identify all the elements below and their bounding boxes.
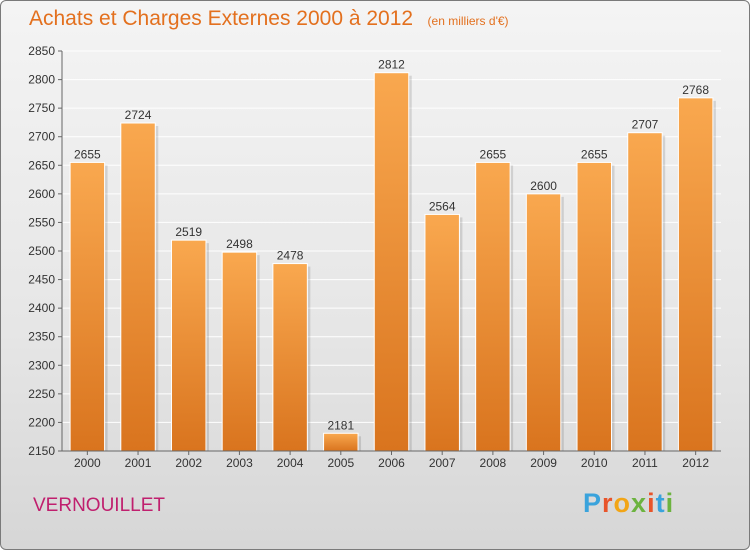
chart-unit-note: (en milliers d'€) (427, 14, 509, 28)
chart-title: Achats et Charges Externes 2000 à 2012 (… (29, 7, 509, 31)
y-tick-label: 2300 (28, 358, 55, 372)
x-tick-label: 2012 (682, 456, 709, 470)
bar-value-label: 2724 (125, 108, 152, 122)
x-tick-label: 2009 (530, 456, 557, 470)
bar-2000 (69, 161, 106, 452)
bar-2004 (272, 263, 308, 452)
y-tick-label: 2800 (28, 73, 55, 87)
y-tick-label: 2150 (28, 444, 55, 458)
bar-value-label: 2519 (175, 225, 202, 239)
bar-value-label: 2812 (378, 58, 405, 72)
y-tick-label: 2500 (28, 244, 55, 258)
y-tick-label: 2750 (28, 101, 55, 115)
logo-letter: r (602, 488, 614, 518)
bar-2001 (120, 122, 156, 452)
x-tick-label: 2003 (226, 456, 253, 470)
bar-2010 (576, 161, 613, 452)
bar-value-label: 2768 (682, 83, 709, 97)
bar-2003 (221, 251, 258, 452)
bar-2009 (525, 193, 562, 452)
bar-value-label: 2600 (530, 179, 557, 193)
y-tick-label: 2700 (28, 130, 55, 144)
bar-2005 (323, 432, 359, 452)
logo-letter: t (655, 488, 666, 518)
bar-2002 (170, 239, 207, 452)
x-tick-label: 2008 (480, 456, 507, 470)
y-tick-label: 2450 (28, 273, 55, 287)
bar-value-label: 2564 (429, 199, 456, 213)
logo-letter: o (613, 488, 632, 518)
y-tick-label: 2850 (28, 44, 55, 58)
y-tick-label: 2650 (28, 158, 55, 172)
bar-value-label: 2181 (327, 418, 354, 432)
x-tick-label: 2006 (378, 456, 405, 470)
logo-letter: x (631, 488, 648, 518)
bar-value-label: 2707 (632, 118, 659, 132)
x-tick-label: 2001 (125, 456, 152, 470)
x-tick-label: 2011 (632, 456, 658, 470)
bars-layer: 2655 2724 2519 2498 2478 2181 2812 2564 2655 2600… (69, 58, 716, 452)
bar-value-label: 2655 (74, 147, 101, 161)
x-tick-label: 2002 (175, 456, 202, 470)
x-tick-label: 2005 (327, 456, 354, 470)
bar-2012 (677, 97, 714, 452)
logo-letter: i (647, 488, 656, 518)
bar-2006 (373, 72, 410, 452)
bar-2007 (424, 213, 460, 452)
y-tick-label: 2400 (28, 301, 55, 315)
bar-2011 (627, 132, 663, 452)
y-tick-label: 2550 (28, 215, 55, 229)
bar-value-label: 2655 (480, 147, 507, 161)
commune-name: VERNOUILLET (33, 495, 165, 516)
y-tick-label: 2600 (28, 187, 55, 201)
bar-value-label: 2655 (581, 147, 608, 161)
x-tick-label: 2010 (581, 456, 608, 470)
proxiti-logo: Proxiti (583, 488, 674, 519)
y-tick-label: 2250 (28, 387, 55, 401)
x-tick-label: 2000 (74, 456, 101, 470)
y-tick-label: 2350 (28, 330, 55, 344)
axis-layer: 2150 2200 2250 2300 2350 2400 2450 2500 2550 2600… (28, 44, 721, 470)
bar-value-label: 2478 (277, 249, 304, 263)
bar-value-label: 2498 (226, 237, 253, 251)
logo-letter: P (583, 488, 603, 518)
chart-title-text: Achats et Charges Externes 2000 à 2012 (29, 7, 414, 30)
logo-letter: i (665, 488, 675, 518)
bar-2008 (475, 161, 511, 452)
y-tick-label: 2200 (28, 415, 55, 429)
x-tick-label: 2007 (429, 456, 456, 470)
x-tick-label: 2004 (277, 456, 304, 470)
